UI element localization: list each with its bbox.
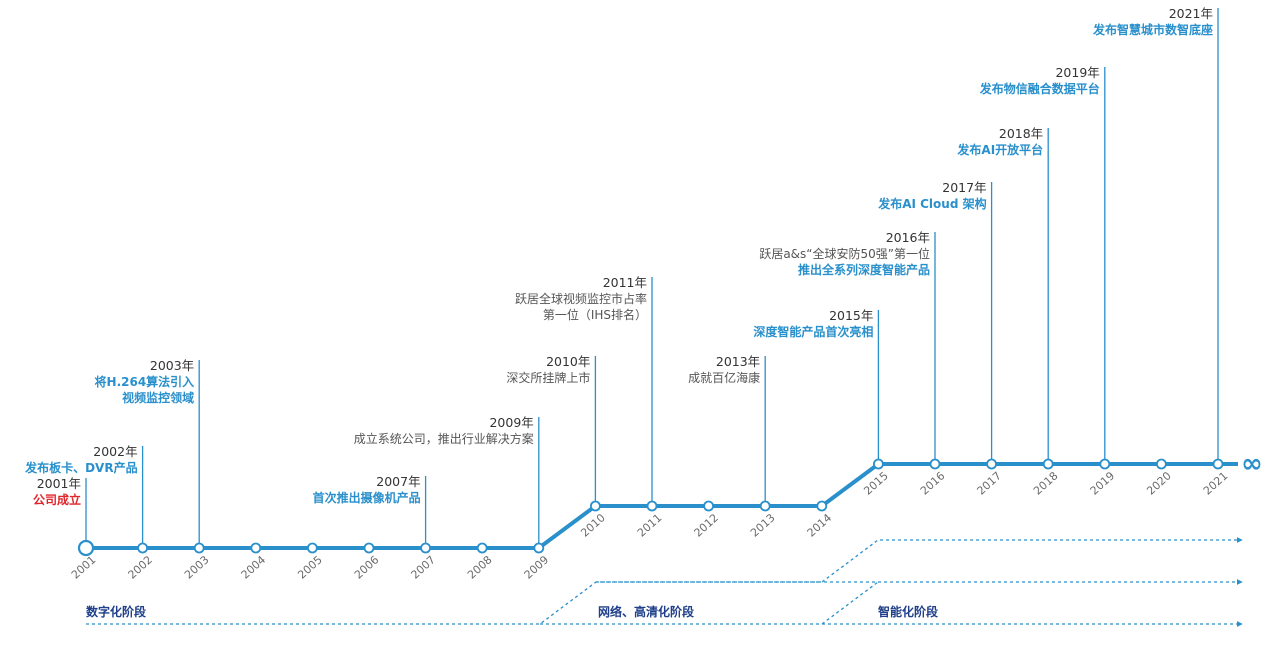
event-year: 2009年 [489, 415, 533, 430]
event-description: 公司成立 [33, 492, 81, 507]
event-labels: 2001年公司成立2002年发布板卡、DVR产品2003年将H.264算法引入视… [24, 6, 1213, 507]
event-stems [85, 8, 1219, 548]
phase-label: 数字化阶段 [86, 604, 147, 619]
timeline-line [86, 462, 1238, 550]
axis-year-label: 2009 [522, 553, 552, 581]
event-year: 2002年 [93, 444, 137, 459]
timeline-node [137, 542, 149, 554]
timeline-node [420, 542, 432, 554]
phase-label: 智能化阶段 [877, 604, 939, 619]
timeline-node [250, 542, 262, 554]
event-year: 2003年 [150, 358, 194, 373]
axis-year-label: 2003 [182, 553, 212, 581]
event-description: 发布AI Cloud 架构 [877, 196, 986, 211]
phase-label: 网络、高清化阶段 [598, 604, 695, 619]
axis-year-label: 2007 [409, 553, 439, 581]
event-description: 视频监控领域 [122, 390, 194, 405]
timeline-node [77, 539, 95, 557]
event-description: 跃居a&s“全球安防50强”第一位 [759, 246, 930, 261]
event-year: 2010年 [546, 354, 590, 369]
event-year: 2011年 [603, 275, 647, 290]
axis-year-label: 2006 [352, 553, 382, 581]
timeline-node [1099, 458, 1111, 470]
event-year: 2018年 [999, 126, 1043, 141]
timeline-node [1042, 458, 1054, 470]
timeline-node [533, 542, 545, 554]
axis-year-label: 2020 [1144, 469, 1174, 497]
event-description: 将H.264算法引入 [95, 374, 195, 389]
axis-year-label: 2019 [1088, 469, 1118, 497]
timeline-node [363, 542, 375, 554]
timeline-node [476, 542, 488, 554]
axis-year-label: 2014 [805, 511, 835, 539]
axis-year-label: 2016 [918, 469, 948, 497]
event-description: 跃居全球视频监控市占率 [515, 291, 647, 306]
axis-year-label: 2011 [635, 511, 665, 539]
event-year: 2021年 [1169, 6, 1213, 21]
event-description: 发布物信融合数据平台 [979, 81, 1100, 96]
axis-year-label: 2008 [465, 553, 495, 581]
axis-year-label: 2013 [748, 511, 778, 539]
timeline-main-line: ∞ [86, 449, 1263, 550]
event-description: 第一位（IHS排名） [543, 307, 647, 322]
phase-bands: 数字化阶段 网络、高清化阶段 智能化阶段 [86, 537, 1243, 627]
timeline-node [873, 458, 884, 470]
axis-year-label: 2005 [295, 553, 325, 581]
event-year: 2013年 [716, 354, 760, 369]
axis-year-label: 2012 [692, 511, 722, 539]
axis-year-label: 2018 [1031, 469, 1061, 497]
timeline-node [759, 500, 771, 512]
phase-band-1 [86, 537, 1243, 625]
timeline-node [590, 500, 601, 512]
event-description: 发布智慧城市数智底座 [1092, 22, 1213, 37]
event-description: 推出全系列深度智能产品 [798, 262, 930, 277]
event-year: 2017年 [942, 180, 986, 195]
axis-year-label: 2001 [69, 553, 99, 581]
axis-year-labels: 2001 2002 2003 2004 2005 2006 2007 2008 20092010… [69, 469, 1231, 581]
event-year: 2007年 [376, 474, 420, 489]
event-year: 2019年 [1055, 65, 1099, 80]
event-description: 深交所挂牌上市 [506, 370, 590, 385]
timeline-node [986, 458, 997, 470]
timeline-node [703, 500, 714, 512]
event-description: 发布AI开放平台 [956, 142, 1043, 157]
axis-year-label: 2004 [239, 553, 269, 581]
event-description: 首次推出摄像机产品 [313, 490, 421, 505]
infinity-symbol: ∞ [1241, 449, 1263, 479]
timeline-node [193, 542, 205, 554]
event-year: 2015年 [829, 308, 873, 323]
axis-year-label: 2021 [1201, 469, 1231, 497]
axis-year-label: 2017 [975, 469, 1005, 497]
event-description: 发布板卡、DVR产品 [24, 460, 138, 475]
timeline-node [816, 500, 828, 512]
timeline-node [1156, 458, 1167, 470]
timeline-node [306, 542, 318, 554]
timeline-nodes [77, 458, 1224, 557]
event-description: 深度智能产品首次亮相 [753, 324, 873, 339]
event-year: 2016年 [886, 230, 930, 245]
event-description: 成立系统公司，推出行业解决方案 [354, 431, 534, 446]
phase-band-2-rise [821, 581, 879, 625]
timeline-node [1212, 458, 1224, 470]
timeline-node [646, 500, 658, 512]
timeline-node [929, 458, 941, 470]
event-description: 成就百亿海康 [688, 370, 760, 385]
event-year: 2001年 [37, 476, 81, 491]
axis-year-label: 2002 [126, 553, 156, 581]
